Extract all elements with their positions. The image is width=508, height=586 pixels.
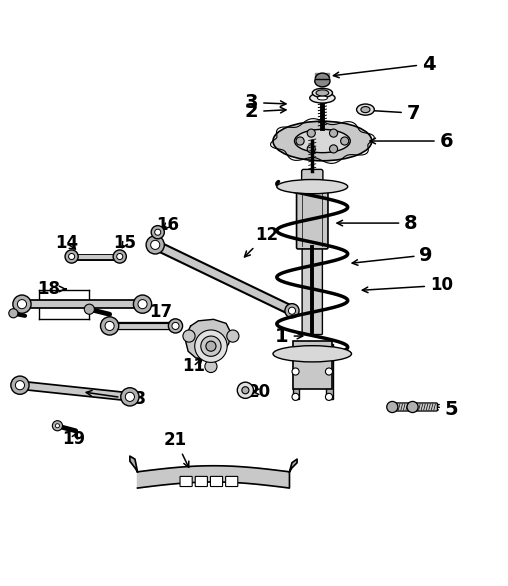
Circle shape	[55, 424, 59, 428]
Text: 20: 20	[247, 383, 271, 401]
Circle shape	[227, 330, 239, 342]
Ellipse shape	[318, 96, 328, 100]
Text: 17: 17	[149, 303, 177, 325]
FancyBboxPatch shape	[302, 169, 323, 185]
Text: 13: 13	[86, 390, 146, 408]
Circle shape	[330, 145, 338, 153]
Circle shape	[387, 401, 398, 413]
Circle shape	[69, 254, 75, 260]
Text: 21: 21	[164, 431, 189, 467]
Text: 10: 10	[362, 277, 453, 294]
Circle shape	[307, 145, 315, 153]
Ellipse shape	[273, 121, 372, 161]
Circle shape	[326, 368, 333, 375]
Circle shape	[84, 304, 94, 314]
Circle shape	[151, 240, 160, 250]
Circle shape	[168, 319, 182, 333]
Circle shape	[195, 330, 227, 362]
Circle shape	[341, 137, 348, 145]
Text: 4: 4	[333, 54, 435, 78]
Circle shape	[17, 299, 26, 309]
Text: 14: 14	[55, 234, 78, 253]
Circle shape	[121, 388, 139, 406]
FancyBboxPatch shape	[195, 476, 207, 486]
FancyBboxPatch shape	[297, 183, 328, 249]
Circle shape	[326, 393, 333, 400]
Circle shape	[65, 250, 78, 263]
Text: 18: 18	[37, 280, 66, 298]
Circle shape	[138, 299, 147, 309]
Circle shape	[330, 129, 338, 137]
Ellipse shape	[295, 130, 350, 153]
FancyBboxPatch shape	[293, 343, 299, 400]
Text: 11: 11	[182, 357, 205, 376]
Circle shape	[52, 421, 62, 431]
Ellipse shape	[312, 88, 333, 97]
Circle shape	[292, 368, 299, 375]
Circle shape	[105, 321, 114, 331]
Circle shape	[9, 309, 18, 318]
Ellipse shape	[316, 90, 329, 96]
Circle shape	[201, 336, 221, 356]
Circle shape	[205, 360, 217, 373]
Ellipse shape	[277, 179, 347, 194]
Polygon shape	[290, 459, 297, 472]
FancyBboxPatch shape	[392, 403, 417, 411]
FancyBboxPatch shape	[180, 476, 192, 486]
Circle shape	[242, 387, 249, 394]
Circle shape	[101, 317, 119, 335]
Polygon shape	[130, 456, 138, 472]
Circle shape	[113, 250, 126, 263]
Circle shape	[15, 381, 24, 390]
Circle shape	[151, 226, 164, 239]
Circle shape	[307, 129, 315, 137]
FancyBboxPatch shape	[210, 476, 223, 486]
Text: 15: 15	[113, 234, 136, 253]
Ellipse shape	[310, 93, 335, 103]
Circle shape	[11, 376, 29, 394]
Ellipse shape	[273, 346, 352, 362]
Circle shape	[13, 295, 31, 314]
Circle shape	[296, 137, 304, 145]
Circle shape	[183, 330, 195, 342]
Circle shape	[155, 229, 161, 235]
Text: 6: 6	[370, 131, 453, 151]
FancyBboxPatch shape	[226, 476, 238, 486]
Circle shape	[237, 382, 253, 398]
Ellipse shape	[361, 107, 370, 113]
FancyBboxPatch shape	[412, 403, 437, 411]
Circle shape	[206, 341, 216, 351]
Circle shape	[117, 254, 123, 260]
Polygon shape	[138, 466, 290, 488]
Text: 16: 16	[156, 216, 179, 234]
Circle shape	[125, 392, 135, 401]
Text: 12: 12	[244, 226, 278, 257]
FancyBboxPatch shape	[327, 343, 333, 400]
Ellipse shape	[315, 76, 330, 87]
FancyBboxPatch shape	[293, 341, 332, 389]
Circle shape	[407, 401, 418, 413]
Text: 2: 2	[245, 102, 286, 121]
Circle shape	[146, 236, 164, 254]
Text: 1: 1	[275, 326, 303, 346]
Circle shape	[289, 307, 296, 314]
Text: 8: 8	[337, 213, 418, 233]
Ellipse shape	[304, 170, 321, 178]
Ellipse shape	[357, 104, 374, 115]
Polygon shape	[185, 319, 231, 359]
Text: 3: 3	[245, 93, 286, 112]
Text: 5: 5	[433, 400, 458, 419]
FancyBboxPatch shape	[302, 244, 323, 335]
Text: 7: 7	[360, 104, 420, 122]
Circle shape	[172, 322, 179, 329]
Circle shape	[285, 304, 299, 318]
Circle shape	[134, 295, 152, 314]
Text: 19: 19	[62, 430, 86, 448]
Circle shape	[292, 393, 299, 400]
Text: 9: 9	[352, 246, 433, 265]
